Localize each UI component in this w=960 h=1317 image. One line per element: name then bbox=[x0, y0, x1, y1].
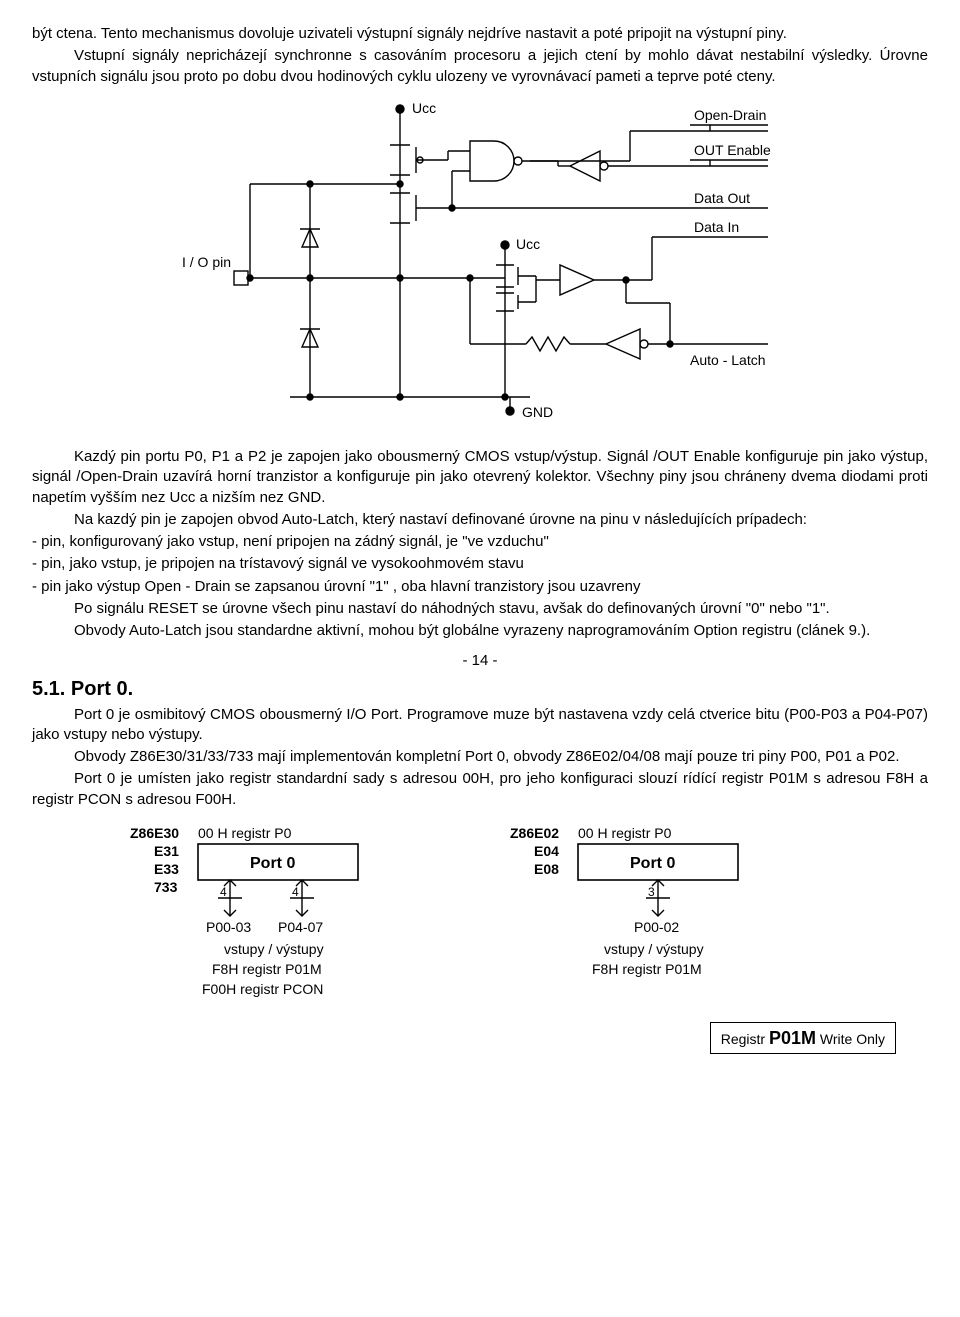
circuit-diagram: Ucc I / O pin bbox=[32, 97, 928, 433]
para-2: Vstupní signály nepricházejí synchronne … bbox=[32, 46, 928, 87]
svg-text:vstupy / výstupy: vstupy / výstupy bbox=[604, 941, 704, 957]
svg-text:Data In: Data In bbox=[694, 219, 739, 235]
svg-text:I / O pin: I / O pin bbox=[182, 254, 231, 270]
svg-text:4: 4 bbox=[220, 885, 227, 899]
svg-text:00 H registr P0: 00 H registr P0 bbox=[578, 825, 672, 841]
svg-text:E31: E31 bbox=[154, 843, 179, 859]
bullet-2: - pin, jako vstup, je pripojen na trísta… bbox=[32, 554, 928, 574]
port-diagram: Z86E30 E31 E33 733 00 H registr P0 Port … bbox=[32, 820, 928, 1016]
para-1: být ctena. Tento mechanismus dovoluje uz… bbox=[32, 24, 928, 44]
svg-text:Ucc: Ucc bbox=[412, 100, 436, 116]
svg-text:3: 3 bbox=[648, 885, 655, 899]
svg-text:P00-02: P00-02 bbox=[634, 919, 679, 935]
svg-text:E08: E08 bbox=[534, 861, 559, 877]
para-7: Port 0 je osmibitový CMOS obousmerný I/O… bbox=[32, 705, 928, 746]
svg-text:733: 733 bbox=[154, 879, 178, 895]
svg-text:P04-07: P04-07 bbox=[278, 919, 323, 935]
register-name: P01M bbox=[769, 1028, 816, 1048]
para-3: Kazdý pin portu P0, P1 a P2 je zapojen j… bbox=[32, 447, 928, 508]
svg-text:GND: GND bbox=[522, 404, 553, 420]
para-6: Obvody Auto-Latch jsou standardne aktivn… bbox=[32, 621, 928, 641]
para-8: Obvody Z86E30/31/33/733 mají implementov… bbox=[32, 747, 928, 767]
register-prefix: Registr bbox=[721, 1031, 769, 1047]
svg-text:F8H registr P01M: F8H registr P01M bbox=[212, 961, 322, 977]
svg-text:Port 0: Port 0 bbox=[630, 855, 675, 872]
svg-text:vstupy / výstupy: vstupy / výstupy bbox=[224, 941, 324, 957]
bullet-3: - pin jako výstup Open - Drain se zapsan… bbox=[32, 577, 928, 597]
svg-text:4: 4 bbox=[292, 885, 299, 899]
para-5: Po signálu RESET se úrovne všech pinu na… bbox=[32, 599, 928, 619]
section-title: 5.1. Port 0. bbox=[32, 676, 928, 703]
svg-text:Data Out: Data Out bbox=[694, 190, 750, 206]
bullet-1: - pin, konfigurovaný jako vstup, není pr… bbox=[32, 532, 928, 552]
svg-text:Z86E02: Z86E02 bbox=[510, 825, 559, 841]
para-4: Na kazdý pin je zapojen obvod Auto-Latch… bbox=[32, 510, 928, 530]
svg-text:E33: E33 bbox=[154, 861, 179, 877]
register-suffix: Write Only bbox=[816, 1031, 885, 1047]
register-box: Registr P01M Write Only bbox=[710, 1022, 896, 1054]
svg-text:Z86E30: Z86E30 bbox=[130, 825, 179, 841]
svg-text:Ucc: Ucc bbox=[516, 236, 540, 252]
svg-text:F8H registr P01M: F8H registr P01M bbox=[592, 961, 702, 977]
svg-text:00 H registr P0: 00 H registr P0 bbox=[198, 825, 292, 841]
svg-text:Auto - Latch: Auto - Latch bbox=[690, 352, 766, 368]
page-number: - 14 - bbox=[32, 651, 928, 671]
svg-text:Open-Drain: Open-Drain bbox=[694, 107, 766, 123]
svg-text:OUT Enable: OUT Enable bbox=[694, 142, 771, 158]
svg-text:Port 0: Port 0 bbox=[250, 855, 295, 872]
svg-text:P00-03: P00-03 bbox=[206, 919, 251, 935]
svg-text:E04: E04 bbox=[534, 843, 559, 859]
para-9: Port 0 je umísten jako registr standardn… bbox=[32, 769, 928, 810]
svg-text:F00H registr PCON: F00H registr PCON bbox=[202, 981, 323, 997]
